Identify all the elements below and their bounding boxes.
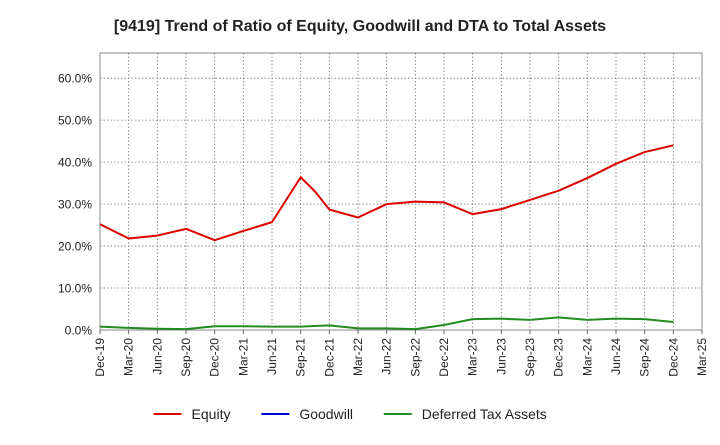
legend-item-equity: Equity	[153, 406, 231, 422]
x-tick-label: Jun-23	[494, 338, 508, 375]
x-tick-label: Sep-24	[638, 338, 652, 377]
x-tick-label: Dec-19	[93, 338, 107, 377]
x-tick-label: Mar-23	[466, 338, 480, 376]
legend-label: Goodwill	[299, 406, 353, 422]
y-tick-label: 50.0%	[58, 114, 92, 128]
x-tick-label: Sep-21	[294, 338, 308, 377]
x-tick-label: Jun-20	[150, 338, 164, 375]
legend-item-deferred-tax-assets: Deferred Tax Assets	[383, 406, 547, 422]
x-tick-label: Sep-23	[523, 338, 537, 377]
x-tick-label: Sep-20	[179, 338, 193, 377]
legend: Equity Goodwill Deferred Tax Assets	[153, 406, 547, 422]
x-tick-label: Jun-24	[609, 338, 623, 375]
x-tick-label: Sep-22	[408, 338, 422, 377]
x-tick-label: Jun-22	[380, 338, 394, 375]
x-tick-label: Dec-20	[208, 338, 222, 377]
x-tick-label: Dec-23	[552, 338, 566, 377]
x-tick-label: Mar-20	[122, 338, 136, 376]
legend-item-goodwill: Goodwill	[261, 406, 353, 422]
grid-layer	[99, 52, 703, 331]
x-tick-label: Dec-22	[437, 338, 451, 377]
x-tick-label: Dec-21	[322, 338, 336, 377]
x-tick-label: Mar-22	[351, 338, 365, 376]
x-tick-label: Jun-21	[265, 338, 279, 375]
chart-title: [9419] Trend of Ratio of Equity, Goodwil…	[114, 18, 606, 35]
x-tick-label: Mar-25	[695, 338, 709, 376]
y-tick-label: 0.0%	[65, 324, 93, 338]
y-tick-label: 60.0%	[58, 72, 92, 86]
y-tick-label: 10.0%	[58, 282, 92, 296]
y-tick-label: 40.0%	[58, 156, 92, 170]
legend-label: Equity	[192, 406, 231, 422]
x-tick-label: Dec-24	[666, 338, 680, 377]
axis-layer: 0.0% 10.0% 20.0% 30.0% 40.0% 50.0% 60.0% Dec-19…	[58, 72, 709, 377]
series-line-equity	[99, 144, 674, 242]
series-line-deferred-tax-assets	[99, 316, 674, 331]
plot-area	[99, 52, 703, 331]
y-tick-label: 30.0%	[58, 198, 92, 212]
x-tick-label: Mar-21	[236, 338, 250, 376]
series-layer	[99, 144, 674, 331]
legend-label: Deferred Tax Assets	[422, 406, 547, 422]
y-tick-label: 20.0%	[58, 240, 92, 254]
x-tick-label: Mar-24	[580, 338, 594, 376]
